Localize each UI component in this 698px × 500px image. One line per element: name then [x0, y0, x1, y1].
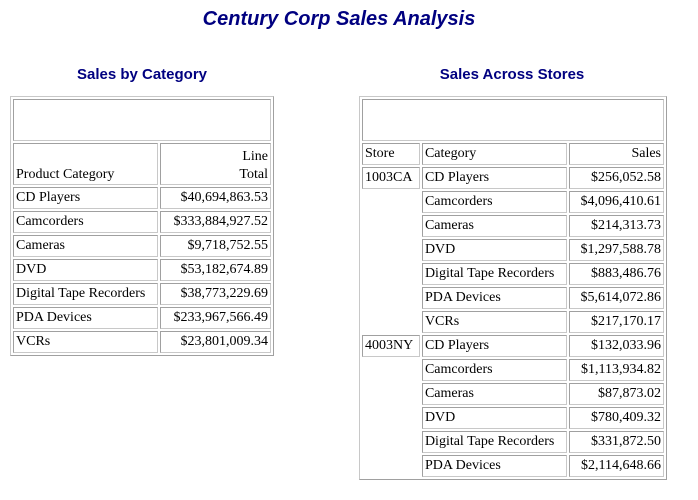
report-title: Century Corp Sales Analysis [202, 8, 476, 30]
store-spacer-cell [362, 287, 420, 309]
category-cell: Cameras [421, 383, 567, 405]
sales-cell: $214,313.73 [568, 215, 664, 237]
table-header-row: Product Category Line Total [13, 143, 271, 185]
sales-cell: $4,096,410.61 [568, 191, 664, 213]
store-table-title: Sales Across Stores [439, 66, 585, 83]
category-cell: CD Players [421, 335, 567, 357]
table-row: VCRs $23,801,009.34 [13, 331, 271, 353]
store-spacer-cell [362, 239, 420, 261]
table-row: PDA Devices $5,614,072.86 [362, 287, 664, 309]
column-header-sales: Sales [568, 143, 664, 165]
category-cell: Digital Tape Recorders [13, 283, 159, 305]
line-total-cell: $40,694,863.53 [160, 187, 271, 209]
category-cell: Camcorders [421, 359, 567, 381]
column-header-product-category: Product Category [13, 143, 159, 185]
category-cell: PDA Devices [421, 455, 567, 477]
category-cell: Digital Tape Recorders [421, 263, 567, 285]
table-row: CD Players $40,694,863.53 [13, 187, 271, 209]
category-cell: Cameras [13, 235, 159, 257]
sales-cell: $217,170.17 [568, 311, 664, 333]
header-total-text: Total [239, 167, 268, 182]
store-spacer-cell [362, 455, 420, 477]
line-total-cell: $333,884,927.52 [160, 211, 271, 233]
line-total-cell: $233,967,566.49 [160, 307, 271, 329]
store-spacer-cell [362, 263, 420, 285]
sales-cell: $1,113,934.82 [568, 359, 664, 381]
blank-caption-cell [13, 99, 271, 141]
category-cell: DVD [13, 259, 159, 281]
sales-cell: $256,052.58 [568, 167, 664, 189]
sales-cell: $5,614,072.86 [568, 287, 664, 309]
category-cell: VCRs [13, 331, 159, 353]
table-row: PDA Devices $2,114,648.66 [362, 455, 664, 477]
category-cell: Camcorders [13, 211, 159, 233]
store-spacer-cell [362, 431, 420, 453]
sales-cell: $132,033.96 [568, 335, 664, 357]
column-header-store: Store [362, 143, 420, 165]
table-row: Digital Tape Recorders $883,486.76 [362, 263, 664, 285]
table-row: DVD $780,409.32 [362, 407, 664, 429]
store-cell: 1003CA [362, 167, 420, 189]
sales-across-stores-table: Store Category Sales 1003CA CD Players $25… [359, 96, 667, 480]
line-total-cell: $9,718,752.55 [160, 235, 271, 257]
category-cell: PDA Devices [421, 287, 567, 309]
table-row: Cameras $87,873.02 [362, 383, 664, 405]
table-row: Camcorders $1,113,934.82 [362, 359, 664, 381]
table-row: VCRs $217,170.17 [362, 311, 664, 333]
table-row: Cameras $214,313.73 [362, 215, 664, 237]
category-cell: CD Players [421, 167, 567, 189]
sales-cell: $780,409.32 [568, 407, 664, 429]
table-row: DVD $1,297,588.78 [362, 239, 664, 261]
line-total-cell: $53,182,674.89 [160, 259, 271, 281]
table-caption-row [362, 99, 664, 141]
category-cell: VCRs [421, 311, 567, 333]
store-spacer-cell [362, 215, 420, 237]
sales-cell: $2,114,648.66 [568, 455, 664, 477]
sales-cell: $87,873.02 [568, 383, 664, 405]
sales-by-category-table: Product Category Line Total CD Players $40… [10, 96, 274, 356]
header-line-text: Line [242, 149, 268, 164]
column-header-line-total: Line Total [160, 143, 271, 185]
table-row: Camcorders $333,884,927.52 [13, 211, 271, 233]
column-header-category: Category [421, 143, 567, 165]
store-spacer-cell [362, 359, 420, 381]
table-row: 1003CA CD Players $256,052.58 [362, 167, 664, 189]
sales-cell: $883,486.76 [568, 263, 664, 285]
category-cell: DVD [421, 239, 567, 261]
category-cell: DVD [421, 407, 567, 429]
table-row: Digital Tape Recorders $331,872.50 [362, 431, 664, 453]
table-row: 4003NY CD Players $132,033.96 [362, 335, 664, 357]
table-row: Cameras $9,718,752.55 [13, 235, 271, 257]
store-spacer-cell [362, 407, 420, 429]
table-row: PDA Devices $233,967,566.49 [13, 307, 271, 329]
store-spacer-cell [362, 311, 420, 333]
category-table-title: Sales by Category [76, 66, 208, 83]
line-total-cell: $23,801,009.34 [160, 331, 271, 353]
category-cell: PDA Devices [13, 307, 159, 329]
blank-caption-cell [362, 99, 664, 141]
line-total-cell: $38,773,229.69 [160, 283, 271, 305]
table-row: DVD $53,182,674.89 [13, 259, 271, 281]
store-spacer-cell [362, 383, 420, 405]
table-row: Digital Tape Recorders $38,773,229.69 [13, 283, 271, 305]
table-caption-row [13, 99, 271, 141]
store-cell: 4003NY [362, 335, 420, 357]
table-header-row: Store Category Sales [362, 143, 664, 165]
table-row: Camcorders $4,096,410.61 [362, 191, 664, 213]
category-cell: Camcorders [421, 191, 567, 213]
category-cell: CD Players [13, 187, 159, 209]
sales-cell: $331,872.50 [568, 431, 664, 453]
category-cell: Digital Tape Recorders [421, 431, 567, 453]
category-cell: Cameras [421, 215, 567, 237]
sales-cell: $1,297,588.78 [568, 239, 664, 261]
store-spacer-cell [362, 191, 420, 213]
